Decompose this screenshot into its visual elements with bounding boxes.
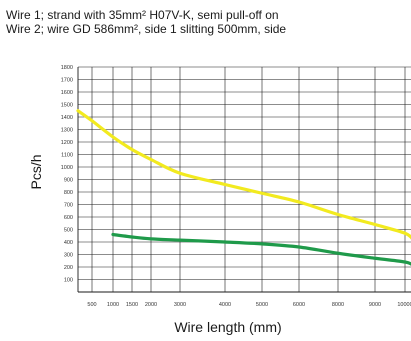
- y-tick-label: 1400: [61, 115, 73, 121]
- y-tick-label: 300: [64, 253, 73, 259]
- x-tick-label: 2000: [145, 302, 157, 308]
- y-tick-label: 600: [64, 215, 73, 221]
- y-tick-label: 1500: [61, 103, 73, 109]
- chart-series: [76, 109, 411, 266]
- x-axis-label: Wire length (mm): [174, 319, 281, 335]
- y-tick-label: 400: [64, 240, 73, 246]
- y-tick-label: 900: [64, 178, 73, 184]
- chart-subtitle-line-1: Wire 1; strand with 35mm² H07V-K, semi p…: [6, 8, 279, 22]
- x-axis-tick-labels: 500 1000 1500 2000 3000 4000 5000 6000 8000 9000 1…: [87, 302, 411, 308]
- x-tick-label: 1000: [107, 302, 119, 308]
- x-tick-label: 8000: [332, 302, 344, 308]
- y-tick-label: 1000: [61, 165, 73, 171]
- x-tick-label: 3000: [174, 302, 186, 308]
- x-tick-label: 9000: [369, 302, 381, 308]
- x-tick-label: 4000: [219, 302, 231, 308]
- x-tick-label: 6000: [293, 302, 305, 308]
- chart-subtitle-line-2: Wire 2; wire GD 586mm², side 1 slitting …: [6, 22, 287, 36]
- y-tick-label: 1200: [61, 140, 73, 146]
- y-tick-label: 1600: [61, 90, 73, 96]
- y-tick-label: 1700: [61, 78, 73, 84]
- series-line-2: [111, 232, 411, 266]
- x-tick-label: 10000: [397, 302, 411, 308]
- x-tick-label: 500: [87, 302, 96, 308]
- chart-grid: [77, 66, 411, 293]
- y-axis-label: Pcs/h: [28, 154, 44, 189]
- y-tick-label: 1300: [61, 128, 73, 134]
- x-tick-label: 5000: [256, 302, 268, 308]
- y-tick-label: 1100: [61, 153, 73, 159]
- y-tick-label: 1800: [61, 65, 73, 71]
- y-axis-tick-labels: 100 200 300 400 500 600 700 800 900 1000 1100 1200 1…: [61, 65, 73, 284]
- y-tick-label: 700: [64, 203, 73, 209]
- y-tick-label: 800: [64, 190, 73, 196]
- y-tick-label: 100: [64, 278, 73, 284]
- y-tick-label: 500: [64, 228, 73, 234]
- x-tick-label: 1500: [126, 302, 138, 308]
- y-tick-label: 200: [64, 265, 73, 271]
- series-line-1: [76, 109, 411, 240]
